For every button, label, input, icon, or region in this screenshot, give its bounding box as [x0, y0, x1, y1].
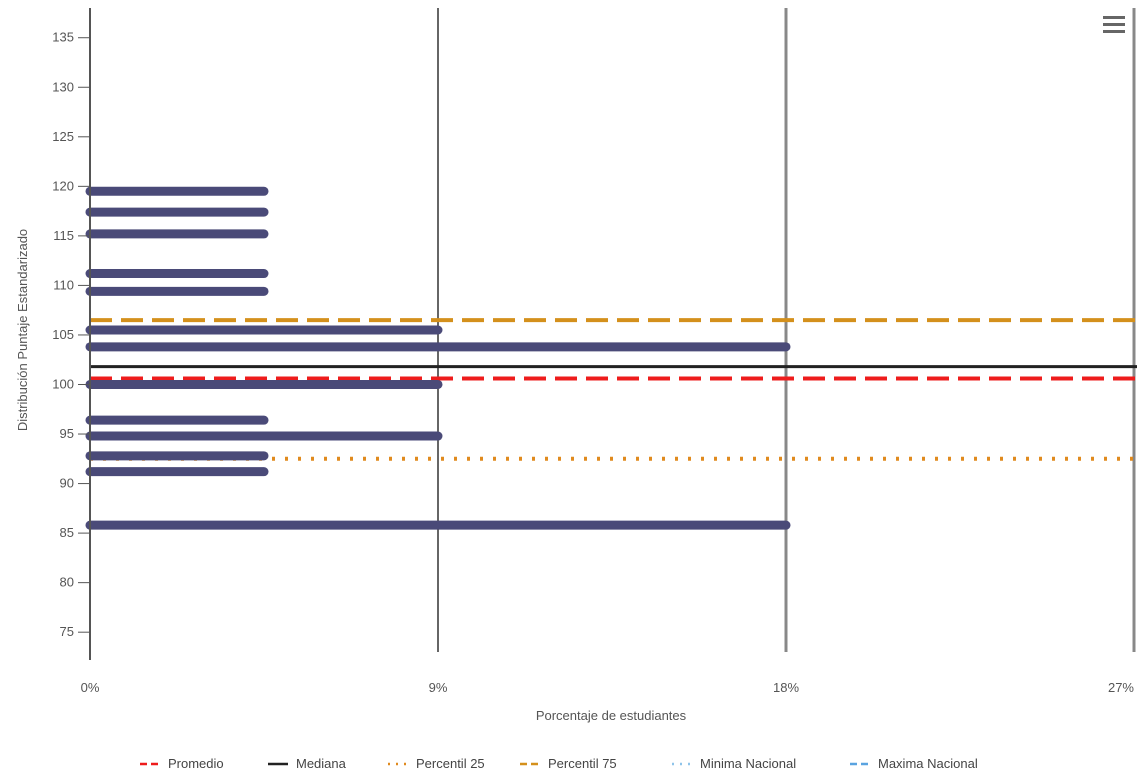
- y-tick-label: 95: [60, 426, 74, 441]
- legend-item[interactable]: Promedio: [140, 756, 224, 771]
- legend-label: Promedio: [168, 756, 224, 771]
- y-tick-label: 130: [52, 79, 74, 94]
- legend-item[interactable]: Minima Nacional: [672, 756, 796, 771]
- legend-label: Percentil 25: [416, 756, 485, 771]
- y-tick-label: 120: [52, 178, 74, 193]
- grid-layer: [437, 8, 1136, 652]
- y-tick-label: 135: [52, 30, 74, 45]
- y-tick-label: 80: [60, 575, 74, 590]
- legend-label: Mediana: [296, 756, 347, 771]
- x-tick-label: 18%: [773, 680, 799, 695]
- x-axis-title: Porcentaje de estudiantes: [536, 708, 687, 723]
- y-tick-label: 125: [52, 129, 74, 144]
- y-tick-label: 110: [53, 277, 74, 292]
- bars-layer: [85, 186, 791, 530]
- legend-label: Percentil 75: [548, 756, 617, 771]
- y-tick-label: 90: [60, 476, 74, 491]
- legend-item[interactable]: Percentil 75: [520, 756, 617, 771]
- legend-item[interactable]: Maxima Nacional: [850, 756, 978, 771]
- y-axis-title: Distribución Puntaje Estandarizado: [15, 229, 30, 431]
- legend-label: Minima Nacional: [700, 756, 796, 771]
- y-tick-label: 85: [60, 525, 74, 540]
- axis-layer: 0% 9% 18% 27% 75 80 85 90 95 100 105 110 115 120 125 13…: [52, 8, 1134, 695]
- y-tick-label: 115: [53, 228, 74, 243]
- hamburger-menu-icon[interactable]: [1103, 14, 1125, 36]
- x-tick-label: 27%: [1108, 680, 1134, 695]
- legend-item[interactable]: Percentil 25: [388, 756, 485, 771]
- y-tick-label: 75: [60, 624, 74, 639]
- x-tick-label: 0%: [81, 680, 100, 695]
- legend-item[interactable]: Mediana: [268, 756, 347, 771]
- legend: Promedio Mediana Percentil 25 Percentil 75 M…: [140, 756, 978, 771]
- reference-lines-layer: [90, 318, 1137, 461]
- x-tick-label: 9%: [429, 680, 448, 695]
- y-tick-label: 100: [52, 376, 74, 391]
- legend-label: Maxima Nacional: [878, 756, 978, 771]
- y-tick-label: 105: [52, 327, 74, 342]
